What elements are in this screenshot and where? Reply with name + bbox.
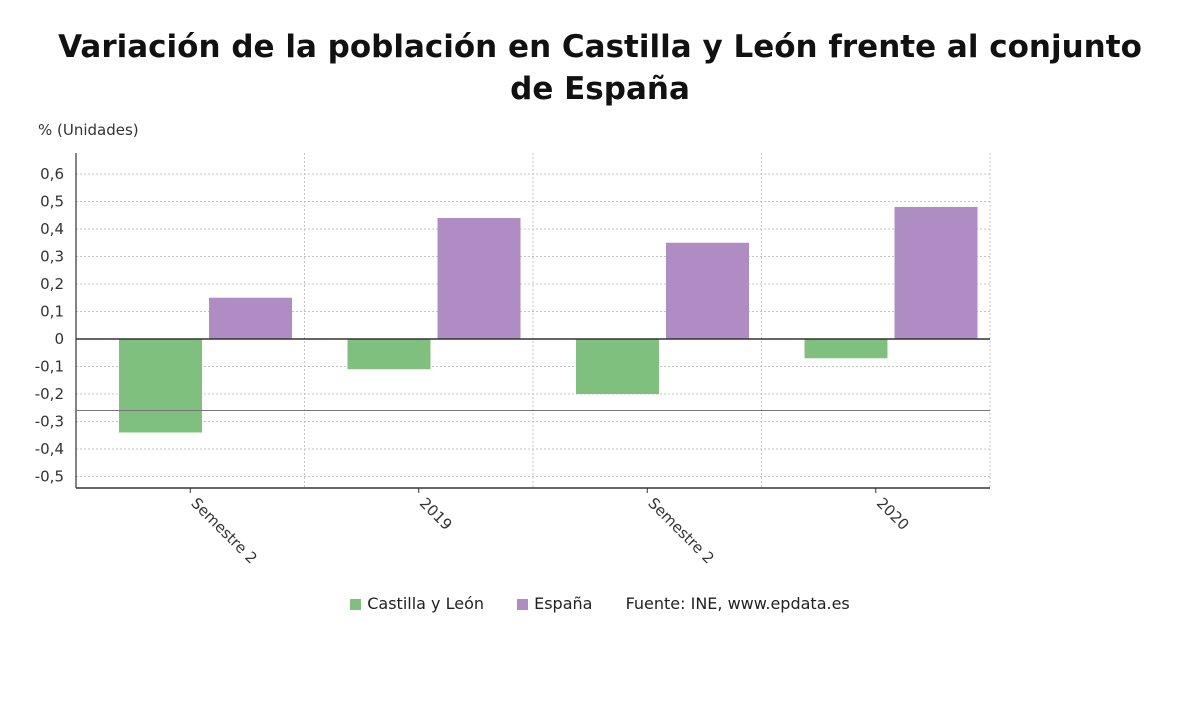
legend-item-espana: España (517, 594, 592, 613)
y-tick-label: 0,5 (40, 193, 64, 211)
y-axis-ticks: 0,6 0,5 0,4 0,3 0,2 0,1 0 -0,1 -0,2 -0,3 -0,4 -0,5 (35, 165, 64, 486)
x-tick-label: 2020 (873, 494, 913, 534)
legend-swatch (517, 599, 529, 610)
bar-castilla-y-leon (804, 339, 888, 359)
bar-espana (894, 207, 978, 339)
y-tick-label: -0,1 (35, 358, 64, 376)
y-tick-label: -0,3 (35, 413, 64, 431)
y-tick-label: 0,4 (40, 220, 64, 238)
y-tick-label: -0,5 (35, 468, 64, 486)
legend: Castilla y León España Fuente: INE, www.… (0, 593, 1200, 613)
y-tick-label: 0 (54, 330, 64, 348)
chart-title: Variación de la población en Castilla y … (58, 29, 1142, 107)
legend-swatch (350, 599, 362, 610)
x-tick-label: Semestre 2 (644, 494, 717, 567)
x-axis-categories: Semestre 2 2019 Semestre 2 2020 (187, 494, 912, 567)
x-tick-label: 2019 (416, 494, 456, 534)
y-tick-label: 0,6 (40, 165, 64, 183)
bar-espana (209, 297, 292, 339)
y-tick-label: 0,3 (40, 248, 64, 266)
bar-espana (437, 218, 521, 339)
bar-espana (666, 242, 749, 339)
bar-castilla-y-leon (576, 339, 659, 394)
y-axis-unit-label: % (Unidades) (38, 121, 139, 139)
legend-item-castilla-y-leon: Castilla y León (350, 594, 484, 613)
bar-castilla-y-leon (119, 339, 202, 433)
legend-label: España (534, 594, 593, 613)
bars (119, 207, 978, 433)
x-tick-label: Semestre 2 (187, 494, 260, 567)
bar-castilla-y-leon (347, 339, 431, 370)
y-tick-label: -0,4 (35, 440, 64, 458)
axes (75, 153, 990, 493)
y-tick-label: 0,1 (40, 303, 64, 321)
y-tick-label: -0,2 (35, 385, 64, 403)
legend-label: Castilla y León (367, 594, 485, 613)
source-note: Fuente: INE, www.epdata.es (625, 594, 850, 613)
y-tick-label: 0,2 (40, 275, 64, 293)
